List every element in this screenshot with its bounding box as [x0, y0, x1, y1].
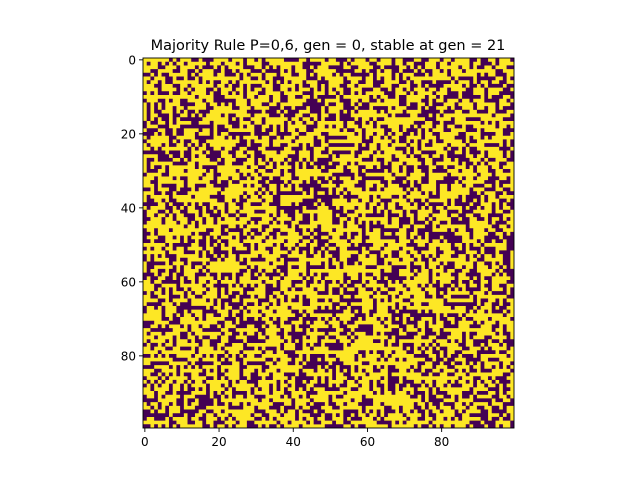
- plot-frame: [142, 57, 515, 429]
- y-tick-label: 40: [121, 201, 136, 215]
- x-tick-label: 80: [434, 435, 449, 449]
- x-tick-label: 40: [286, 435, 301, 449]
- x-tick-label: 60: [360, 435, 375, 449]
- chart-title: Majority Rule P=0,6, gen = 0, stable at …: [151, 38, 506, 54]
- x-tick-label: 0: [141, 435, 149, 449]
- x-axis: 0 20 40 60 80: [141, 428, 449, 449]
- y-axis: 0 20 40 60 80: [121, 53, 143, 363]
- heatmap-cells: [143, 58, 515, 429]
- y-tick-label: 0: [128, 53, 136, 67]
- x-tick-label: 20: [211, 435, 226, 449]
- heatmap-state0-cells: [143, 58, 515, 429]
- y-tick-label: 60: [121, 275, 136, 289]
- y-tick-label: 20: [121, 127, 136, 141]
- y-tick-label: 80: [121, 349, 136, 363]
